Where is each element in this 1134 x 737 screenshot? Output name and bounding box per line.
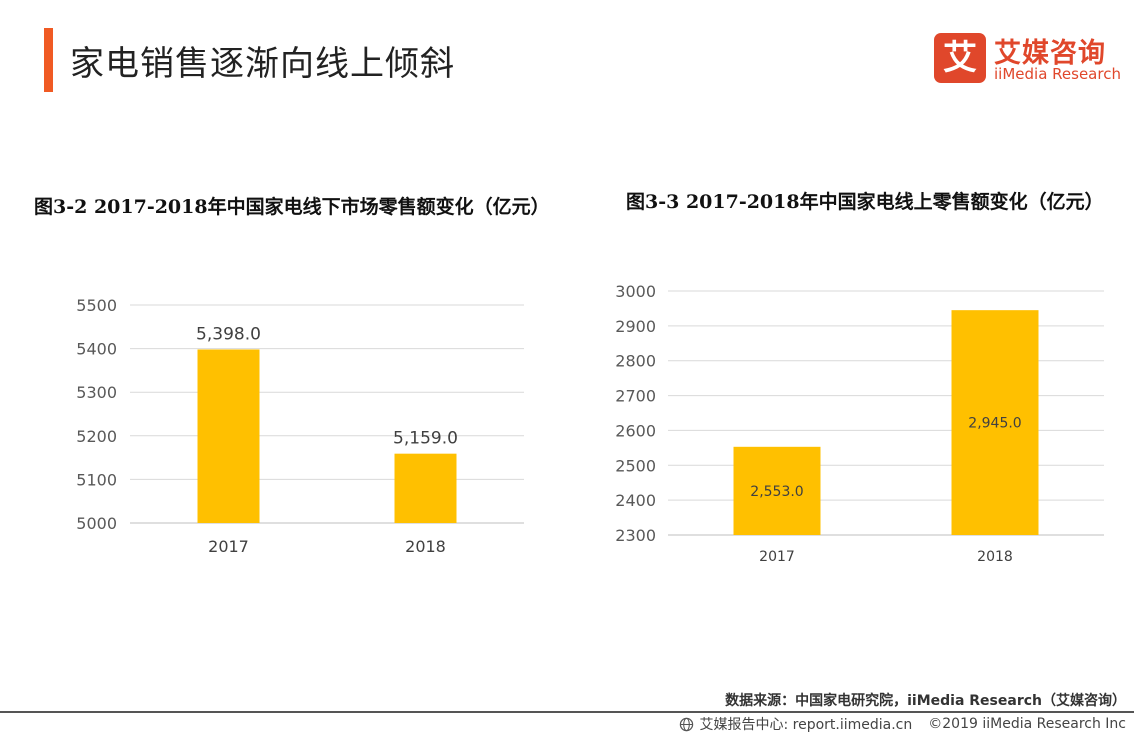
- y-tick-label-offline: 5000: [76, 514, 117, 533]
- bar-offline-2018: [394, 453, 457, 523]
- bar-offline-2017: [197, 349, 260, 523]
- x-tick-label-offline-2018: 2018: [405, 537, 446, 556]
- data-label-online-2018: 2,945.0: [968, 416, 1021, 432]
- y-tick-label-online: 2300: [615, 526, 656, 545]
- footer-report-center: 艾媒报告中心: report.iimedia.cn: [699, 717, 913, 733]
- y-tick-label-offline: 5500: [76, 296, 117, 315]
- footer-divider: [0, 711, 1134, 713]
- page-title: 家电销售逐渐向线上倾斜: [70, 44, 455, 84]
- y-tick-label-offline: 5300: [76, 383, 117, 402]
- bar-online-2017: [733, 446, 821, 535]
- x-tick-label-offline-2017: 2017: [208, 537, 249, 556]
- logo-mark-char: 艾: [943, 38, 977, 78]
- iimedia-logo: 艾 艾媒咨询 iiMedia Research: [934, 31, 1124, 87]
- y-tick-label-offline: 5200: [76, 427, 117, 446]
- y-tick-label-online: 2400: [615, 491, 656, 510]
- logo-name-cn: 艾媒咨询: [994, 38, 1106, 69]
- chart-title-online: 图3-3 2017-2018年中国家电线上零售额变化（亿元）: [626, 191, 1104, 213]
- y-tick-label-online: 2700: [615, 387, 656, 406]
- data-label-online-2017: 2,553.0: [750, 484, 803, 500]
- y-tick-label-online: 2600: [615, 421, 656, 440]
- y-tick-label-online: 2900: [615, 317, 656, 336]
- bar-online-2018: [951, 310, 1039, 535]
- y-tick-label-offline: 5100: [76, 470, 117, 489]
- y-tick-label-online: 3000: [615, 282, 656, 301]
- globe-icon: [679, 717, 694, 732]
- title-accent-bar: [44, 28, 53, 92]
- chart-title-offline: 图3-2 2017-2018年中国家电线下市场零售额变化（亿元）: [34, 196, 550, 218]
- data-label-offline-2018: 5,159.0: [393, 429, 458, 449]
- y-tick-label-online: 2800: [615, 352, 656, 371]
- footer-copyright: ©2019 iiMedia Research Inc: [928, 716, 1126, 732]
- y-tick-label-online: 2500: [615, 456, 656, 475]
- footer: 艾媒报告中心: report.iimedia.cn ©2019 iiMedia …: [679, 714, 1126, 734]
- data-label-offline-2017: 5,398.0: [196, 324, 261, 344]
- data-source: 数据来源：中国家电研究院，iiMedia Research（艾媒咨询）: [725, 693, 1126, 709]
- y-tick-label-offline: 5400: [76, 340, 117, 359]
- x-tick-label-online-2017: 2017: [759, 549, 795, 565]
- logo-mark: 艾: [934, 33, 986, 83]
- x-tick-label-online-2018: 2018: [977, 549, 1013, 565]
- logo-name-en: iiMedia Research: [994, 65, 1121, 83]
